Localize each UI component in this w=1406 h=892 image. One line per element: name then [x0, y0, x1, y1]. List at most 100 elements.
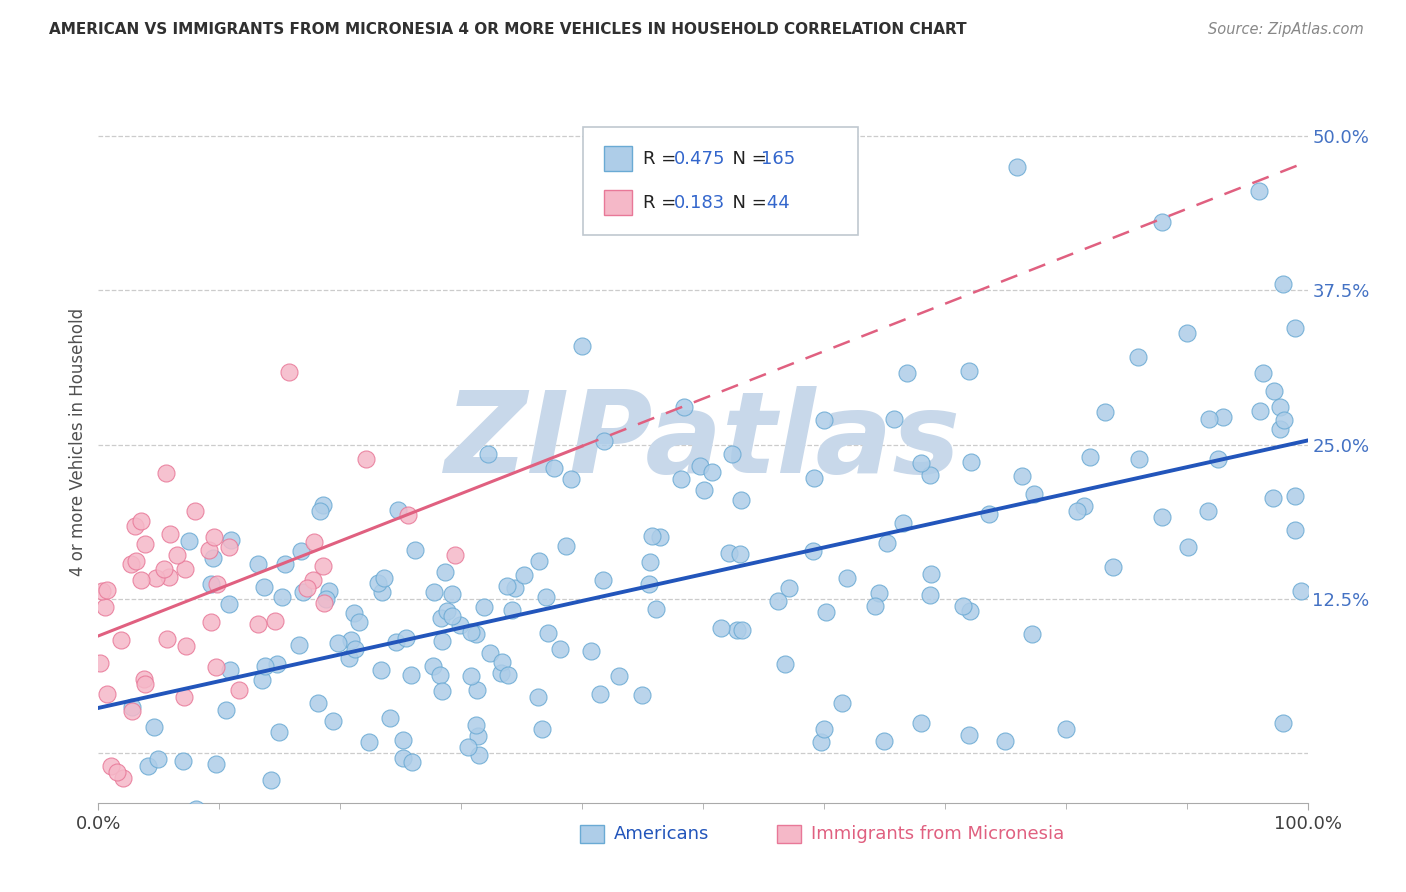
Point — [498, 667, 520, 681]
Text: Source: ZipAtlas.com: Source: ZipAtlas.com — [1208, 22, 1364, 37]
Point — [174, 640, 197, 654]
Point — [129, 514, 152, 528]
Point — [157, 570, 180, 584]
Point — [384, 635, 406, 649]
Point — [295, 581, 318, 595]
Point — [430, 634, 453, 648]
Point — [134, 537, 156, 551]
Point — [174, 562, 197, 576]
Point — [720, 447, 742, 461]
Point — [548, 642, 571, 657]
Point — [1128, 451, 1150, 466]
Point — [1284, 489, 1306, 503]
Point — [1212, 409, 1234, 424]
Point — [111, 771, 134, 785]
Point — [467, 729, 489, 743]
Point — [778, 581, 800, 595]
Point — [457, 739, 479, 754]
Point — [702, 465, 724, 479]
Point — [394, 631, 416, 645]
Point — [278, 365, 301, 379]
Point — [671, 472, 693, 486]
Point — [1094, 404, 1116, 418]
Point — [96, 583, 118, 598]
Text: 165: 165 — [762, 150, 796, 168]
Point — [960, 455, 983, 469]
Point — [1021, 627, 1043, 641]
Point — [404, 543, 426, 558]
Point — [273, 557, 295, 571]
Point — [1249, 404, 1271, 418]
Point — [288, 638, 311, 652]
Point — [354, 451, 377, 466]
Point — [322, 714, 344, 728]
Point — [271, 590, 294, 604]
Point — [186, 802, 208, 816]
Point — [537, 625, 560, 640]
Point — [318, 583, 340, 598]
Point — [266, 657, 288, 672]
Point — [501, 603, 523, 617]
Point — [436, 604, 458, 618]
Point — [801, 544, 824, 558]
Point — [125, 554, 148, 568]
Point — [1011, 469, 1033, 483]
Point — [166, 548, 188, 562]
Point — [349, 615, 371, 629]
Point — [153, 562, 176, 576]
Point — [837, 571, 859, 585]
Point — [1197, 504, 1219, 518]
Point — [863, 599, 886, 613]
Point — [460, 624, 482, 639]
Point — [831, 697, 853, 711]
Point — [441, 587, 464, 601]
Point — [543, 461, 565, 475]
Point — [205, 660, 228, 674]
Point — [197, 543, 219, 558]
Point — [105, 764, 128, 779]
Point — [631, 688, 654, 702]
Point — [202, 530, 225, 544]
Point — [571, 339, 593, 353]
Point — [136, 759, 159, 773]
Point — [245, 818, 267, 832]
Text: Americans: Americans — [614, 825, 709, 843]
Point — [120, 557, 142, 571]
Point — [124, 518, 146, 533]
Point — [496, 579, 519, 593]
Point — [290, 544, 312, 558]
Point — [693, 483, 716, 497]
Point — [530, 722, 553, 736]
Point — [370, 663, 392, 677]
Point — [638, 555, 661, 569]
Point — [1272, 412, 1295, 426]
Point — [1175, 326, 1198, 341]
Point — [689, 459, 711, 474]
Point — [1066, 504, 1088, 518]
Point — [89, 656, 111, 670]
Point — [718, 546, 741, 560]
Point — [315, 591, 337, 606]
Point — [387, 503, 409, 517]
Point — [172, 754, 194, 768]
Point — [979, 507, 1001, 521]
Point — [994, 734, 1017, 748]
Point — [813, 413, 835, 427]
Point — [644, 601, 666, 615]
Point — [1289, 583, 1312, 598]
Point — [200, 615, 222, 630]
Point — [957, 363, 980, 377]
Point — [392, 733, 415, 747]
Point — [896, 366, 918, 380]
Point — [94, 600, 117, 615]
Text: 0.475: 0.475 — [675, 150, 725, 168]
Point — [264, 614, 287, 628]
Point — [873, 734, 896, 748]
Point — [491, 655, 513, 669]
Point — [100, 758, 122, 772]
Point — [134, 672, 156, 686]
Point — [401, 755, 423, 769]
Point — [260, 772, 283, 787]
Point — [1268, 422, 1291, 436]
Point — [312, 498, 335, 512]
